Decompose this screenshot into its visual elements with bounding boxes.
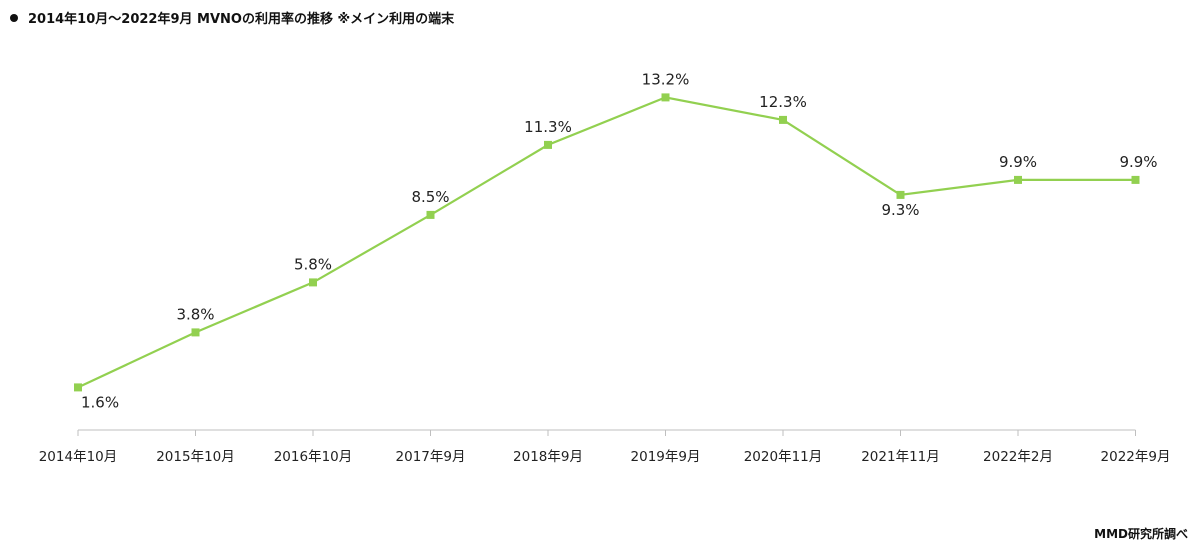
data-point-marker bbox=[191, 328, 200, 337]
x-tick-label: 2017年9月 bbox=[396, 449, 466, 465]
series-line bbox=[77, 96, 1136, 389]
data-label: 8.5% bbox=[411, 188, 449, 206]
data-label-layer: 1.6% 3.8% 5.8% 8.5% 11.3% 13.2% 12.3% 9.3% 9.9% 9… bbox=[81, 70, 1158, 411]
x-tick-label: 2021年11月 bbox=[861, 449, 940, 465]
data-label: 9.3% bbox=[881, 201, 919, 219]
marker-layer bbox=[74, 93, 1140, 392]
x-tick-label: 2016年10月 bbox=[274, 449, 353, 465]
x-tick-label: 2022年9月 bbox=[1101, 449, 1171, 465]
chart-title: 2014年10月～2022年9月 MVNOの利用率の推移 ※メイン利用の端末 bbox=[10, 8, 454, 27]
data-label: 9.9% bbox=[1119, 153, 1157, 171]
data-point-marker bbox=[74, 383, 82, 392]
data-point-marker bbox=[779, 115, 787, 124]
chart-title-text: 2014年10月～2022年9月 MVNOの利用率の推移 ※メイン利用の端末 bbox=[28, 12, 455, 27]
x-tick-label: 2019年9月 bbox=[631, 449, 701, 465]
data-point-marker bbox=[896, 190, 905, 199]
bullet-icon bbox=[10, 13, 18, 22]
data-label: 12.3% bbox=[759, 93, 807, 111]
x-tick-labels: 2014年10月 2015年10月 2016年10月 2017年9月 2018年9月 20… bbox=[39, 449, 1171, 465]
x-tick-label: 2020年11月 bbox=[744, 449, 823, 465]
data-point-marker bbox=[544, 140, 552, 149]
data-label: 11.3% bbox=[524, 118, 572, 136]
data-point-marker bbox=[1014, 175, 1022, 184]
data-point-marker bbox=[661, 93, 670, 102]
x-tick-label: 2022年2月 bbox=[983, 449, 1053, 465]
data-point-marker bbox=[309, 278, 317, 287]
source-note: MMD研究所調べ bbox=[1094, 527, 1188, 541]
data-label: 9.9% bbox=[999, 153, 1037, 171]
data-point-marker bbox=[1131, 175, 1140, 184]
data-label: 1.6% bbox=[81, 393, 119, 411]
series-line-layer bbox=[77, 96, 1136, 389]
x-tick-label: 2018年9月 bbox=[513, 449, 583, 465]
data-label: 3.8% bbox=[176, 305, 214, 323]
data-point-marker bbox=[426, 210, 435, 219]
data-label: 13.2% bbox=[642, 70, 690, 88]
x-axis bbox=[77, 429, 1136, 436]
x-tick-label: 2014年10月 bbox=[39, 449, 118, 465]
data-label: 5.8% bbox=[294, 255, 332, 273]
x-tick-label: 2015年10月 bbox=[156, 449, 235, 465]
